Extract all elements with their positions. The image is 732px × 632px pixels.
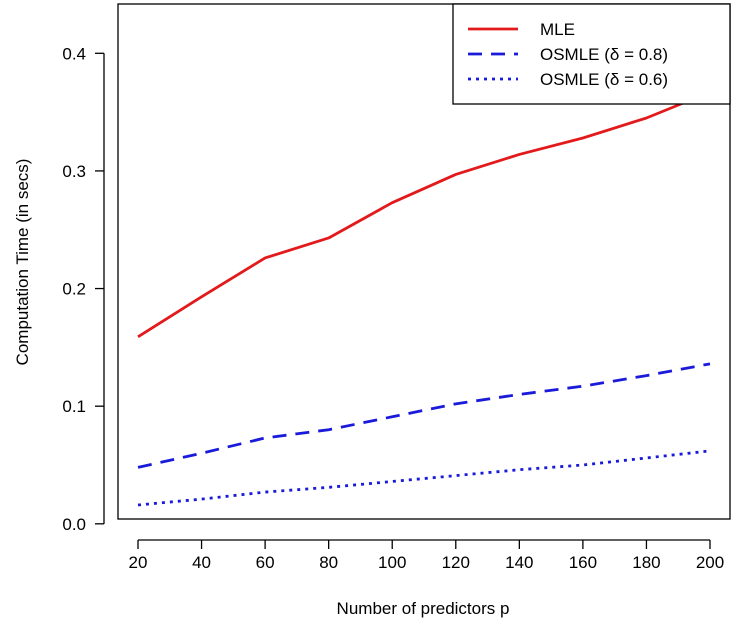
y-tick-label: 0.1 [62, 397, 86, 416]
x-tick-label: 120 [442, 553, 470, 572]
legend: MLE OSMLE (δ = 0.8) OSMLE (δ = 0.6) [452, 3, 731, 105]
y-tick-label: 0.3 [62, 162, 86, 181]
x-axis: 20 40 60 80 100 120 140 160 180 200 [129, 539, 724, 572]
series-line-3 [137, 449, 711, 507]
x-tick-label: 200 [696, 553, 724, 572]
x-tick-label: 180 [632, 553, 660, 572]
x-tick-label: 60 [256, 553, 275, 572]
series-line-1 [137, 90, 711, 338]
legend-label-3: OSMLE (δ = 0.6) [540, 70, 668, 89]
y-axis: 0.0 0.1 0.2 0.3 0.4 [62, 44, 105, 534]
x-tick-label: 80 [319, 553, 338, 572]
legend-label-2: OSMLE (δ = 0.8) [540, 45, 668, 64]
x-tick-label: 100 [378, 553, 406, 572]
y-tick-label: 0.0 [62, 515, 86, 534]
y-tick-label: 0.2 [62, 280, 86, 299]
x-tick-label: 140 [505, 553, 533, 572]
x-tick-label: 20 [129, 553, 148, 572]
legend-label-1: MLE [540, 20, 575, 39]
y-axis-title: Computation Time (in secs) [13, 159, 32, 366]
x-tick-label: 40 [192, 553, 211, 572]
plot-frame [117, 3, 731, 520]
series-line-2 [137, 362, 711, 469]
x-tick-label: 160 [569, 553, 597, 572]
series-layer [137, 90, 711, 507]
x-axis-title: Number of predictors p [337, 599, 510, 618]
y-tick-label: 0.4 [62, 44, 86, 63]
